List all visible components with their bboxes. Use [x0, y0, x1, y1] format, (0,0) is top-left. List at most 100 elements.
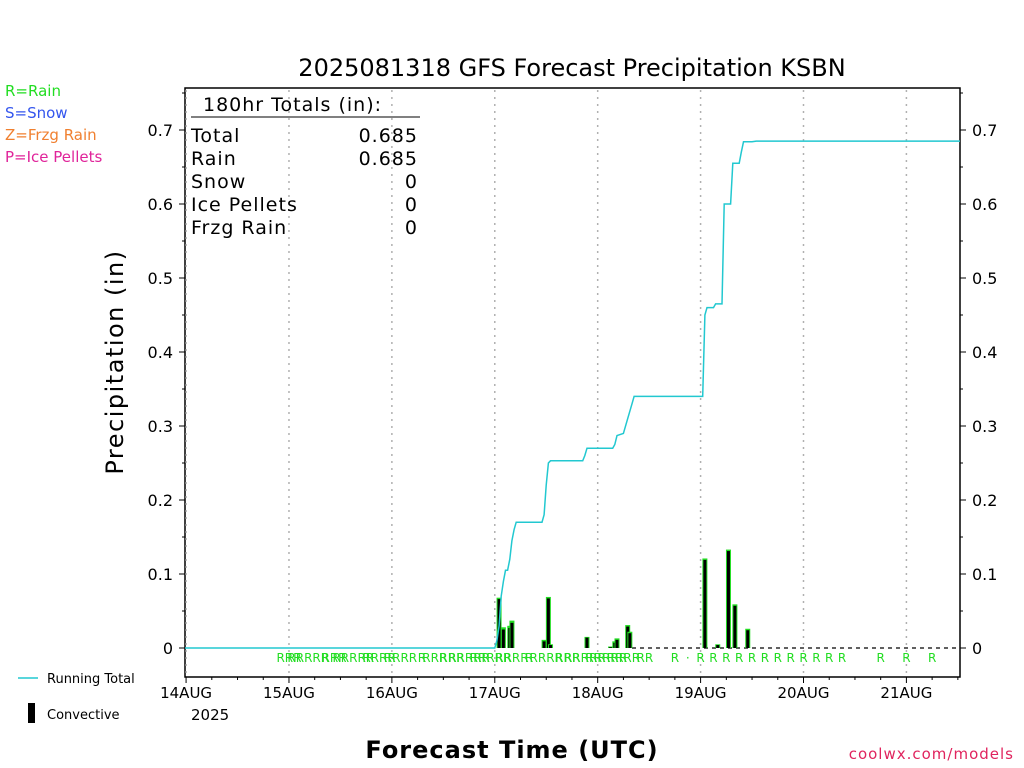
gridlines — [185, 90, 908, 675]
precip-type-marker: RRRR — [384, 651, 417, 665]
y-tick-label-left: 0 — [163, 639, 173, 658]
y-tick-label-right: 0.1 — [972, 565, 997, 584]
precip-type-marker: RRRR — [495, 651, 528, 665]
precip-type-marker: R — [735, 651, 743, 665]
running-total-series — [185, 140, 960, 649]
x-tick-label: 14AUG — [160, 684, 212, 702]
convective-bar-16 — [733, 605, 737, 648]
y-tick-label-right: 0.3 — [972, 417, 997, 436]
precip-type-marker: R — [799, 651, 807, 665]
y-tick-label-right: 0.4 — [972, 343, 997, 362]
precip-type-marker: R — [774, 651, 782, 665]
precip-type-marker: R — [525, 651, 533, 665]
y-tick-label-right: 0.7 — [972, 121, 997, 140]
y-tick-label-left: 0.1 — [148, 565, 173, 584]
y-axis-label: Precipitation (in) — [101, 249, 129, 474]
precip-type-marker: R — [722, 651, 730, 665]
legend-convective-swatch — [28, 703, 35, 723]
convective-bar-7 — [585, 637, 589, 648]
convective-bar-6 — [549, 645, 553, 648]
precip-type-marker: R — [902, 651, 910, 665]
totals-box: 180hr Totals (in): Total 0.685 Rain 0.685 Sn… — [190, 94, 420, 239]
precip-type-marker: · — [686, 651, 690, 665]
x-tick-label: 18AUG — [572, 684, 624, 702]
precip-type-marker: R — [709, 651, 717, 665]
precip-type-marker: R — [786, 651, 794, 665]
precip-type-marker: R — [671, 651, 679, 665]
precip-type-marker: RRRRR — [564, 651, 606, 665]
x-year-label: 2025 — [191, 706, 229, 724]
plot-frame — [184, 87, 961, 678]
totals-row-label: Rain — [191, 148, 237, 170]
precip-type-marker: RRR — [422, 651, 447, 665]
y-tick-label-right: 0.6 — [972, 195, 997, 214]
x-axis-ticks: 14AUG 15AUG 16AUG 17AUG 18AUG 19AUG 20AUG 21AUG — [160, 677, 959, 702]
totals-row-value: 0.685 — [359, 125, 418, 147]
y-tick-label-left: 0.6 — [148, 195, 173, 214]
precip-type-marker: R — [761, 651, 769, 665]
convective-bar-14 — [716, 645, 720, 648]
convective-bar-1 — [501, 629, 505, 648]
totals-row-label: Total — [190, 125, 240, 147]
x-tick-label: 15AUG — [263, 684, 315, 702]
totals-row-value: 0.685 — [359, 148, 418, 170]
x-tick-label: 19AUG — [675, 684, 727, 702]
convective-bar-3 — [510, 622, 514, 648]
precip-type-marker: R — [696, 651, 704, 665]
precip-type-marker: RRRRR — [287, 651, 329, 665]
precip-type-marker: RRRR — [607, 651, 640, 665]
precip-type-marker: RR — [637, 651, 654, 665]
precip-type-marker: RRR — [439, 651, 464, 665]
y-tick-label-right: 0 — [972, 639, 982, 658]
precip-type-marker: RRRRR — [585, 651, 627, 665]
totals-row-label: Ice Pellets — [191, 194, 298, 216]
legend-snow: S=Snow — [5, 104, 68, 122]
y-tick-label-left: 0.3 — [148, 417, 173, 436]
running-total-line — [185, 140, 960, 649]
y-tick-label-left: 0.4 — [148, 343, 173, 362]
y-tick-label-right: 0.5 — [972, 269, 997, 288]
x-axis-label: Forecast Time (UTC) — [365, 736, 658, 764]
precip-type-marker: R — [418, 651, 426, 665]
precip-type-marker: RRR — [321, 651, 346, 665]
totals-row-value: 0 — [405, 217, 418, 239]
convective-bar-10 — [615, 639, 619, 648]
precip-type-marker: RRRR — [362, 651, 395, 665]
convective-bar-4 — [542, 641, 546, 648]
bar-series — [496, 549, 751, 648]
totals-row-label: Frzg Rain — [191, 217, 287, 239]
precip-type-marker: R — [825, 651, 833, 665]
precip-type-marker: RRRRR — [448, 651, 490, 665]
convective-bar-12 — [628, 633, 632, 648]
x-tick-label: 17AUG — [469, 684, 521, 702]
convective-bar-17 — [746, 630, 750, 648]
precip-type-marker: R — [748, 651, 756, 665]
y-tick-label-right: 0.2 — [972, 491, 997, 510]
precip-type-marker: R — [812, 651, 820, 665]
convective-bar-8 — [609, 647, 613, 648]
legend-ice-pellets: P=Ice Pellets — [5, 148, 103, 166]
y-tick-label-left: 0.5 — [148, 269, 173, 288]
precip-type-marker: RRR — [555, 651, 580, 665]
x-tick-label: 16AUG — [366, 684, 418, 702]
convective-bar-13 — [703, 559, 707, 648]
totals-row-value: 0 — [405, 171, 418, 193]
precip-type-marker: RRRRR — [470, 651, 512, 665]
precip-type-marker: R — [877, 651, 885, 665]
series-legend: Running Total Convective — [18, 672, 135, 723]
precip-type-marker: RRRR — [530, 651, 563, 665]
precip-type-legend: R=Rain S=Snow Z=Frzg Rain P=Ice Pellets — [5, 80, 102, 168]
totals-row-value: 0 — [405, 194, 418, 216]
totals-header: 180hr Totals (in): — [203, 94, 382, 116]
credit-link[interactable]: coolwx.com/models — [848, 745, 1014, 763]
precip-type-marker: R — [838, 651, 846, 665]
precip-type-marker: RRR — [276, 651, 301, 665]
chart-title: 2025081318 GFS Forecast Precipitation KS… — [298, 54, 845, 82]
precip-type-marker: R — [928, 651, 936, 665]
y-axis-ticks: 0 00.1 0.10.2 0.20.3 0.30.4 0.40.5 0.50.6 0.60.… — [148, 92, 997, 658]
precip-type-marker: RRRRR — [332, 651, 374, 665]
y-tick-label-left: 0.7 — [148, 121, 173, 140]
totals-row-label: Snow — [191, 171, 246, 193]
